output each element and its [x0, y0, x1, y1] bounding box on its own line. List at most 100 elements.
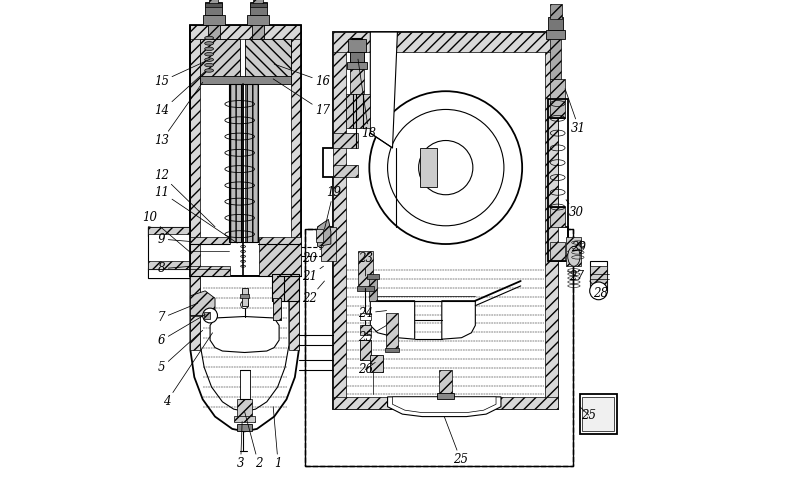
Bar [305, 229, 573, 466]
Bar [550, 20, 561, 79]
Text: 3: 3 [237, 422, 244, 470]
Ellipse shape [205, 36, 214, 39]
Text: 11: 11 [155, 186, 237, 243]
Bar [349, 52, 364, 62]
Bar [247, 15, 269, 25]
Bar [191, 266, 230, 276]
Bar [239, 370, 250, 399]
Text: 17: 17 [273, 79, 330, 117]
Circle shape [369, 91, 522, 244]
Bar [240, 294, 249, 298]
Bar [550, 79, 565, 118]
Bar [204, 312, 210, 319]
Text: 10: 10 [142, 211, 191, 252]
Bar [207, 10, 220, 39]
Bar [228, 84, 243, 242]
Bar [334, 133, 358, 148]
Bar [590, 261, 607, 291]
Circle shape [241, 301, 249, 309]
Bar [191, 25, 301, 39]
Bar [566, 237, 581, 266]
Text: 19: 19 [324, 186, 341, 229]
Bar [440, 370, 451, 397]
Ellipse shape [205, 53, 214, 56]
Bar [371, 355, 382, 372]
Text: 27: 27 [568, 270, 584, 282]
Text: 21: 21 [302, 266, 323, 282]
Bar [245, 39, 291, 79]
Bar [228, 84, 258, 242]
Bar [291, 25, 301, 276]
Text: 25: 25 [358, 325, 386, 344]
Text: 28: 28 [590, 281, 608, 300]
Bar [580, 394, 617, 434]
Bar [385, 348, 400, 352]
Bar [369, 276, 377, 301]
Bar [334, 397, 557, 409]
Bar [548, 99, 568, 261]
Text: 23: 23 [358, 252, 373, 276]
Bar [360, 340, 371, 360]
Bar [148, 227, 191, 269]
Bar [253, 0, 263, 5]
Bar [191, 296, 210, 316]
Polygon shape [388, 397, 501, 417]
Polygon shape [392, 397, 496, 413]
Text: 30: 30 [566, 200, 583, 219]
Bar [250, 2, 267, 15]
Bar [234, 416, 255, 422]
Circle shape [590, 282, 608, 300]
Bar [334, 32, 557, 52]
Polygon shape [210, 317, 279, 352]
Text: 16: 16 [274, 64, 330, 88]
Text: 18: 18 [358, 59, 376, 140]
Ellipse shape [205, 64, 214, 67]
Ellipse shape [205, 69, 214, 72]
Bar [237, 424, 252, 431]
Ellipse shape [205, 58, 214, 62]
Circle shape [418, 141, 473, 195]
Polygon shape [148, 227, 191, 279]
Bar [437, 393, 455, 399]
Text: 5: 5 [158, 330, 203, 374]
Bar [191, 25, 301, 276]
Bar [259, 237, 301, 276]
Bar [349, 52, 364, 94]
Bar [546, 30, 565, 39]
Circle shape [203, 308, 217, 323]
Text: 6: 6 [158, 315, 205, 347]
Text: 24: 24 [358, 307, 386, 319]
Bar [272, 274, 299, 301]
Bar [321, 227, 336, 261]
Bar [252, 10, 265, 39]
Bar [148, 261, 191, 269]
Bar [305, 229, 573, 466]
Bar [334, 165, 358, 177]
Bar [420, 148, 437, 187]
Text: 29: 29 [568, 241, 586, 254]
Bar [250, 3, 267, 7]
Polygon shape [371, 32, 397, 148]
Bar [245, 84, 258, 242]
Text: 1: 1 [273, 407, 282, 470]
Text: 20: 20 [302, 246, 323, 265]
Ellipse shape [568, 246, 580, 266]
Bar [273, 298, 280, 320]
Bar [348, 39, 366, 52]
Text: 25: 25 [580, 407, 597, 422]
Bar [590, 266, 607, 286]
Text: 15: 15 [155, 59, 210, 88]
Bar [200, 39, 239, 79]
Bar [289, 276, 299, 350]
Bar [358, 251, 373, 288]
Bar [347, 62, 367, 69]
Bar [273, 298, 280, 320]
Text: 31: 31 [565, 89, 586, 135]
Bar [200, 76, 291, 84]
Bar [357, 286, 374, 291]
Ellipse shape [205, 47, 214, 51]
Bar [237, 399, 252, 419]
Bar [546, 32, 557, 409]
Text: 12: 12 [155, 169, 215, 227]
Bar [550, 207, 565, 227]
